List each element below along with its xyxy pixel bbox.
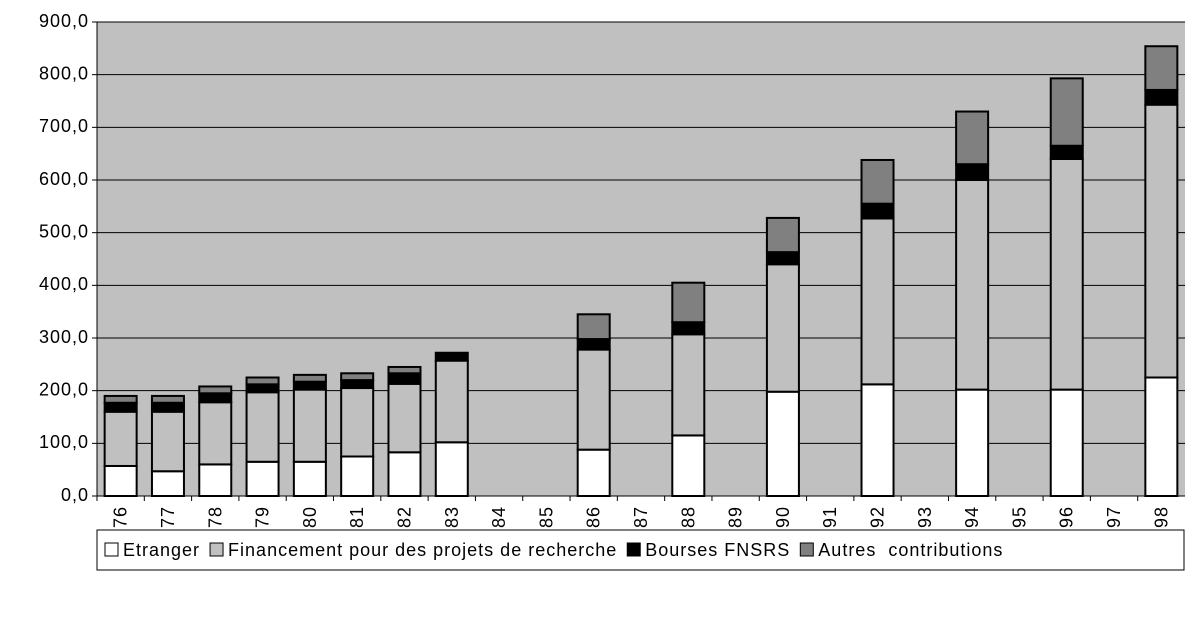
y-tick-label: 700,0 bbox=[39, 116, 89, 136]
bar-segment bbox=[150, 410, 185, 473]
bar-segment bbox=[387, 451, 422, 497]
bar-segment bbox=[955, 179, 990, 391]
bar-segment bbox=[292, 460, 327, 497]
bar-segment bbox=[576, 348, 611, 451]
bar-segment bbox=[1144, 376, 1179, 497]
bar-segment bbox=[860, 383, 895, 498]
bar-segment bbox=[671, 434, 706, 497]
bar-segment bbox=[955, 388, 990, 498]
bar-segment bbox=[860, 217, 895, 386]
bar-segment bbox=[576, 338, 611, 351]
bar-segment bbox=[1049, 157, 1084, 391]
bar-segment bbox=[671, 281, 706, 324]
bar-segment bbox=[1049, 77, 1084, 147]
bar-segment bbox=[860, 158, 895, 205]
bar-segment bbox=[340, 455, 375, 497]
bar-segment bbox=[245, 383, 280, 394]
y-tick-label: 800,0 bbox=[39, 63, 89, 83]
legend-swatch bbox=[104, 542, 119, 557]
bar-segment bbox=[340, 387, 375, 458]
bar-segment bbox=[1144, 45, 1179, 91]
bar-segment bbox=[103, 410, 138, 467]
bar-segment bbox=[103, 464, 138, 498]
legend-swatch bbox=[209, 542, 224, 557]
legend-label: Bourses FNSRS bbox=[645, 540, 790, 560]
bar-segment bbox=[245, 376, 280, 386]
bar-segment bbox=[434, 351, 469, 362]
y-tick-label: 600,0 bbox=[39, 169, 89, 189]
bar-segment bbox=[198, 385, 233, 395]
bar-segment bbox=[576, 448, 611, 497]
bar-segment bbox=[576, 313, 611, 341]
bar-segment bbox=[1049, 388, 1084, 498]
bar-segment bbox=[1144, 103, 1179, 379]
bar-segment bbox=[765, 390, 800, 497]
bar-segment bbox=[150, 394, 185, 404]
bar-segment bbox=[765, 263, 800, 393]
bar-segment bbox=[103, 401, 138, 413]
y-tick-label: 300,0 bbox=[39, 327, 89, 347]
bar-segment bbox=[1144, 88, 1179, 106]
legend-label: Etranger bbox=[123, 540, 200, 560]
y-tick-label: 900,0 bbox=[39, 11, 89, 31]
bar-segment bbox=[103, 394, 138, 404]
bar-segment bbox=[955, 110, 990, 166]
bar-segment bbox=[198, 401, 233, 466]
bar-segment bbox=[434, 359, 469, 444]
bar-segment bbox=[860, 202, 895, 220]
legend-label: Autres contributions bbox=[818, 540, 1003, 560]
bar-segment bbox=[387, 382, 422, 454]
bar-segment bbox=[198, 463, 233, 497]
y-tick-label: 200,0 bbox=[39, 379, 89, 399]
bar-segment bbox=[292, 388, 327, 463]
bar-segment bbox=[387, 365, 422, 375]
y-tick-label: 400,0 bbox=[39, 274, 89, 294]
y-tick-label: 500,0 bbox=[39, 221, 89, 241]
bar-segment bbox=[387, 372, 422, 385]
y-tick-label: 100,0 bbox=[39, 432, 89, 452]
bar-segment bbox=[765, 251, 800, 266]
bar-segment bbox=[292, 373, 327, 383]
bar-segment bbox=[765, 216, 800, 254]
bar-segment bbox=[1049, 144, 1084, 160]
bar-segment bbox=[150, 401, 185, 413]
bar-segment bbox=[340, 379, 375, 390]
legend-label: Financement pour des projets de recherch… bbox=[228, 540, 617, 560]
legend-swatch bbox=[626, 542, 641, 557]
bar-segment bbox=[245, 460, 280, 497]
bar-segment bbox=[340, 372, 375, 382]
legend-swatch bbox=[799, 542, 814, 557]
y-tick-label: 0,0 bbox=[61, 485, 89, 505]
bar-segment bbox=[955, 163, 990, 181]
bar-segment bbox=[245, 391, 280, 463]
bar-segment bbox=[671, 333, 706, 437]
bar-segment bbox=[150, 470, 185, 498]
bar-segment bbox=[671, 321, 706, 336]
bar-segment bbox=[198, 392, 233, 404]
bar-segment bbox=[292, 380, 327, 391]
bar-segment bbox=[434, 441, 469, 497]
